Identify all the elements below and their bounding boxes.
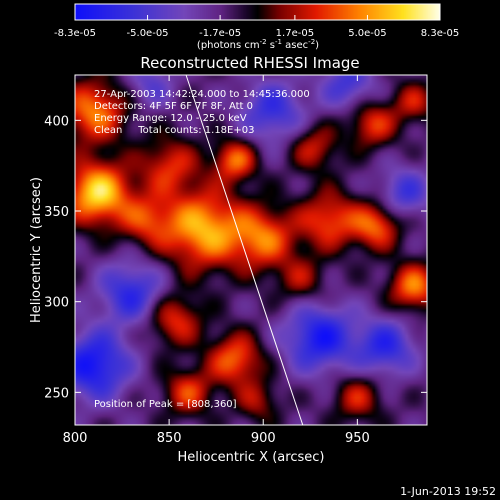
- peak-position-label: Position of Peak = [808,360]: [94, 399, 237, 410]
- x-tick-label: 850: [157, 431, 182, 446]
- chart-title: Reconstructed RHESSI Image: [140, 54, 359, 72]
- info-detectors: Detectors: 4F 5F 6F 7F 8F, Att 0: [94, 101, 253, 112]
- colorbar-ticks: -8.3e-05 -5.0e-05 -1.7e-05 1.7e-05 5.0e-05 8.…: [54, 15, 459, 39]
- x-axis: 800 850 900 950: [63, 75, 370, 446]
- heatmap-image: [75, 75, 427, 425]
- info-time-range: 27-Apr-2003 14:42:24.000 to 14:45:36.000: [94, 89, 310, 100]
- solar-limb-line: [185, 74, 304, 426]
- x-tick-label: 900: [251, 431, 276, 446]
- colorbar-unit-label: (photons cm-2 s-1 asec-2): [197, 38, 319, 51]
- y-axis-label: Heliocentric Y (arcsec): [29, 177, 44, 323]
- y-tick-label: 400: [44, 114, 69, 129]
- colorbar-tick-label: 5.0e-05: [348, 28, 386, 39]
- x-tick-label: 800: [63, 431, 88, 446]
- info-clean-counts: Clean Total counts: 1.18E+03: [94, 125, 254, 136]
- footer-date: 1-Jun-2013 19:52: [400, 485, 496, 498]
- y-tick-label: 300: [44, 296, 69, 311]
- colorbar-frame: [74, 3, 441, 21]
- colorbar-tick-label: 1.7e-05: [276, 28, 314, 39]
- info-energy-range: Energy Range: 12.0 - 25.0 keV: [94, 113, 247, 124]
- observation-info: 27-Apr-2003 14:42:24.000 to 14:45:36.000…: [94, 89, 310, 136]
- colorbar-tick-label: -5.0e-05: [127, 28, 169, 39]
- colorbar-tick-label: -8.3e-05: [54, 28, 96, 39]
- y-tick-label: 350: [44, 205, 69, 220]
- colorbar-tick-label: -1.7e-05: [199, 28, 241, 39]
- colorbar: -8.3e-05 -5.0e-05 -1.7e-05 1.7e-05 5.0e-05 8.…: [54, 3, 459, 51]
- colorbar-gradient: [75, 4, 440, 20]
- colorbar-tick-label: 8.3e-05: [421, 28, 459, 39]
- x-tick-label: 950: [345, 431, 370, 446]
- plot-frame: [74, 74, 428, 426]
- x-axis-label: Heliocentric X (arcsec): [178, 450, 325, 465]
- y-axis: 250 300 350 400: [44, 114, 427, 401]
- y-tick-label: 250: [44, 386, 69, 401]
